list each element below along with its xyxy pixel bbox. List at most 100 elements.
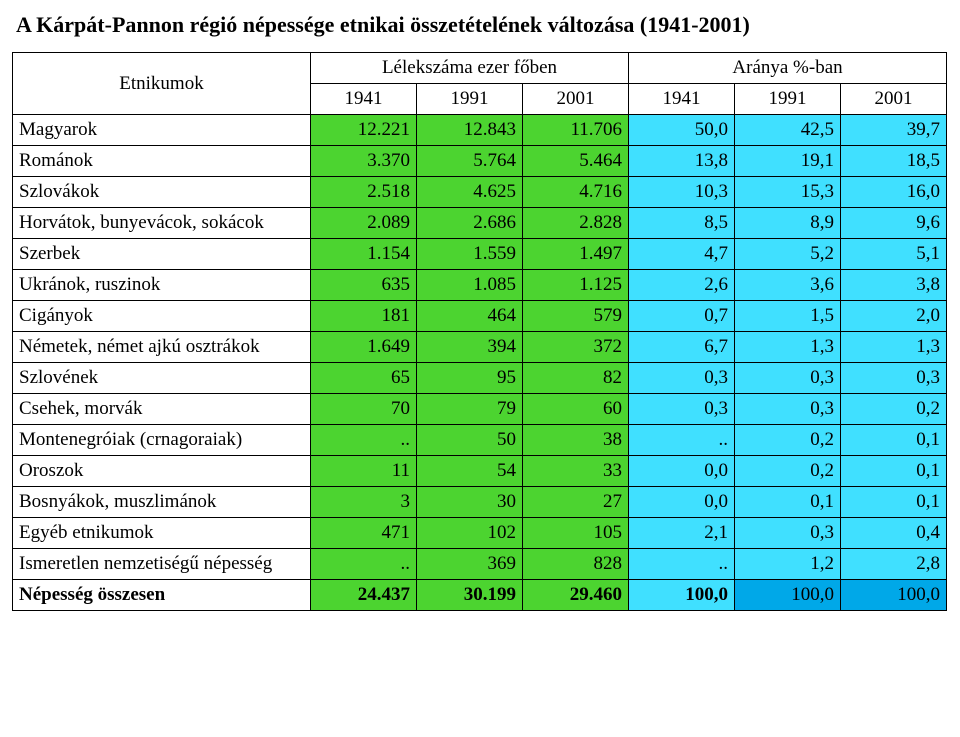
col-ethnicities: Etnikumok (13, 53, 311, 115)
pct-cell: 16,0 (841, 177, 947, 208)
row-label: Csehek, morvák (13, 394, 311, 425)
pct-cell: 0,1 (735, 487, 841, 518)
ethnic-table: Etnikumok Lélekszáma ezer főben Aránya %… (12, 52, 947, 611)
pct-cell: 2,0 (841, 301, 947, 332)
table-row: Bosnyákok, muszlimánok330270,00,10,1 (13, 487, 947, 518)
row-label: Egyéb etnikumok (13, 518, 311, 549)
table-row: Szerbek1.1541.5591.4974,75,25,1 (13, 239, 947, 270)
pop-cell: 11 (311, 456, 417, 487)
pct-cell: 6,7 (629, 332, 735, 363)
pct-cell: 5,1 (841, 239, 947, 270)
col-year: 1941 (629, 84, 735, 115)
table-row: Egyéb etnikumok4711021052,10,30,4 (13, 518, 947, 549)
pct-cell: 0,0 (629, 456, 735, 487)
pop-cell: 369 (417, 549, 523, 580)
pop-cell: 82 (523, 363, 629, 394)
pop-cell: 11.706 (523, 115, 629, 146)
pct-cell: 0,3 (629, 394, 735, 425)
pct-cell: 19,1 (735, 146, 841, 177)
col-population-group: Lélekszáma ezer főben (311, 53, 629, 84)
pop-cell: 2.686 (417, 208, 523, 239)
pct-cell: 100,0 (629, 580, 735, 611)
pop-cell: 1.497 (523, 239, 629, 270)
pop-cell: 95 (417, 363, 523, 394)
pop-cell: 102 (417, 518, 523, 549)
pct-cell: 0,3 (735, 363, 841, 394)
row-label: Szlovákok (13, 177, 311, 208)
pop-cell: .. (311, 549, 417, 580)
row-label: Bosnyákok, muszlimánok (13, 487, 311, 518)
pop-cell: 1.154 (311, 239, 417, 270)
col-year: 2001 (841, 84, 947, 115)
pct-cell: 0,1 (841, 456, 947, 487)
pct-cell: 42,5 (735, 115, 841, 146)
pop-cell: 4.716 (523, 177, 629, 208)
pct-cell: 8,9 (735, 208, 841, 239)
table-row: Horvátok, bunyevácok, sokácok2.0892.6862… (13, 208, 947, 239)
pop-cell: 372 (523, 332, 629, 363)
table-row: Csehek, morvák7079600,30,30,2 (13, 394, 947, 425)
pop-cell: 29.460 (523, 580, 629, 611)
pct-cell: 15,3 (735, 177, 841, 208)
table-row: Montenegróiak (crnagoraiak)..5038..0,20,… (13, 425, 947, 456)
row-label: Németek, német ajkú osztrákok (13, 332, 311, 363)
pct-cell: 100,0 (735, 580, 841, 611)
pop-cell: 579 (523, 301, 629, 332)
pop-cell: 79 (417, 394, 523, 425)
pct-cell: 2,1 (629, 518, 735, 549)
pct-cell: 1,3 (841, 332, 947, 363)
pct-cell: 3,8 (841, 270, 947, 301)
pop-cell: 30 (417, 487, 523, 518)
pop-cell: 181 (311, 301, 417, 332)
pop-cell: 2.089 (311, 208, 417, 239)
pop-cell: 2.828 (523, 208, 629, 239)
pop-cell: 4.625 (417, 177, 523, 208)
pop-cell: 33 (523, 456, 629, 487)
pop-cell: 635 (311, 270, 417, 301)
pop-cell: 464 (417, 301, 523, 332)
pct-cell: 0,2 (735, 425, 841, 456)
pop-cell: 30.199 (417, 580, 523, 611)
pop-cell: .. (311, 425, 417, 456)
pct-cell: .. (629, 425, 735, 456)
row-label: Montenegróiak (crnagoraiak) (13, 425, 311, 456)
pop-cell: 5.764 (417, 146, 523, 177)
pct-cell: 39,7 (841, 115, 947, 146)
col-year: 1991 (735, 84, 841, 115)
pct-cell: 100,0 (841, 580, 947, 611)
row-label: Ukránok, ruszinok (13, 270, 311, 301)
pop-cell: 2.518 (311, 177, 417, 208)
col-year: 1991 (417, 84, 523, 115)
pop-cell: 54 (417, 456, 523, 487)
pop-cell: 1.085 (417, 270, 523, 301)
row-label: Románok (13, 146, 311, 177)
pop-cell: 65 (311, 363, 417, 394)
total-row: Népesség összesen24.43730.19929.460100,0… (13, 580, 947, 611)
pct-cell: 1,3 (735, 332, 841, 363)
table-row: Ismeretlen nemzetiségű népesség..369828.… (13, 549, 947, 580)
pop-cell: 1.559 (417, 239, 523, 270)
pct-cell: 0,7 (629, 301, 735, 332)
pct-cell: 1,2 (735, 549, 841, 580)
table-row: Magyarok12.22112.84311.70650,042,539,7 (13, 115, 947, 146)
pop-cell: 1.649 (311, 332, 417, 363)
row-label: Cigányok (13, 301, 311, 332)
pct-cell: 0,3 (629, 363, 735, 394)
pop-cell: 3 (311, 487, 417, 518)
table-row: Cigányok1814645790,71,52,0 (13, 301, 947, 332)
table-row: Szlovének6595820,30,30,3 (13, 363, 947, 394)
pct-cell: 0,3 (735, 518, 841, 549)
pop-cell: 3.370 (311, 146, 417, 177)
pct-cell: 0,2 (841, 394, 947, 425)
pct-cell: 0,2 (735, 456, 841, 487)
pop-cell: 70 (311, 394, 417, 425)
pct-cell: 2,6 (629, 270, 735, 301)
pct-cell: 0,4 (841, 518, 947, 549)
pct-cell: 3,6 (735, 270, 841, 301)
table-row: Szlovákok2.5184.6254.71610,315,316,0 (13, 177, 947, 208)
pct-cell: 13,8 (629, 146, 735, 177)
pop-cell: 12.221 (311, 115, 417, 146)
pct-cell: 18,5 (841, 146, 947, 177)
pct-cell: 1,5 (735, 301, 841, 332)
pct-cell: 5,2 (735, 239, 841, 270)
